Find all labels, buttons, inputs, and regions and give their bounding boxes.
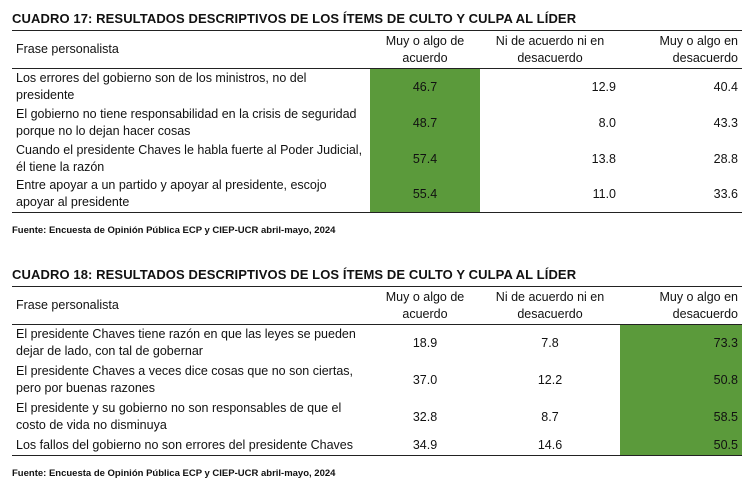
row-label: El presidente Chaves tiene razón en que … (16, 327, 356, 359)
value-agree: 18.9 (412, 336, 438, 351)
table-row: Los errores del gobierno son de los mini… (12, 68, 742, 105)
header-phrase: Frase personalista (16, 298, 119, 312)
row-label: Entre apoyar a un partido y apoyar al pr… (16, 178, 327, 210)
value-disagree: 40.4 (713, 79, 738, 94)
header-phrase: Frase personalista (16, 42, 119, 56)
header-neutral: Ni de acuerdo ni en desacuerdo (495, 289, 605, 321)
header-row: Frase personalista Muy o algo de acuerdo… (12, 30, 742, 69)
value-neutral: 8.7 (541, 410, 559, 424)
value-disagree: 43.3 (713, 115, 738, 130)
table-row: El presidente y su gobierno no son respo… (12, 398, 742, 436)
cuadro-18: CUADRO 18: RESULTADOS DESCRIPTIVOS DE LO… (12, 264, 742, 481)
header-disagree: Muy o algo en desacuerdo (659, 33, 738, 65)
value-neutral: 14.6 (537, 438, 563, 453)
table-row: Los fallos del gobierno no son errores d… (12, 435, 742, 456)
value-agree: 46.7 (370, 68, 480, 105)
value-neutral: 11.0 (592, 187, 616, 202)
table-title: CUADRO 17: RESULTADOS DESCRIPTIVOS DE LO… (12, 11, 577, 26)
source-note: Fuente: Encuesta de Opinión Pública ECP … (12, 468, 336, 479)
row-label: Cuando el presidente Chaves le habla fue… (16, 142, 363, 174)
results-table: Frase personalista Muy o algo de acuerdo… (12, 286, 742, 456)
table-row: El presidente Chaves tiene razón en que … (12, 324, 742, 362)
value-agree: 57.4 (370, 140, 480, 177)
table-row: Entre apoyar a un partido y apoyar al pr… (12, 176, 742, 213)
value-disagree: 50.8 (620, 361, 742, 399)
source-note: Fuente: Encuesta de Opinión Pública ECP … (12, 225, 336, 236)
value-neutral: 8.0 (598, 115, 616, 130)
row-label: Los errores del gobierno son de los mini… (16, 70, 307, 102)
header-agree: Muy o algo de acuerdo (385, 33, 465, 65)
value-disagree: 73.3 (620, 324, 742, 362)
table-row: El presidente Chaves a veces dice cosas … (12, 361, 742, 399)
value-neutral: 12.2 (537, 373, 563, 387)
value-agree: 34.9 (412, 438, 438, 453)
value-agree: 32.8 (412, 410, 438, 424)
value-disagree: 58.5 (620, 398, 742, 436)
value-neutral: 7.8 (541, 336, 559, 351)
table-row: El gobierno no tiene responsabilidad en … (12, 104, 742, 141)
table-row: Cuando el presidente Chaves le habla fue… (12, 140, 742, 177)
value-disagree: 50.5 (620, 435, 742, 456)
header-disagree: Muy o algo en desacuerdo (659, 289, 738, 321)
row-label: Los fallos del gobierno no son errores d… (16, 437, 354, 452)
value-neutral: 12.9 (591, 79, 616, 94)
row-label: El presidente y su gobierno no son respo… (16, 401, 342, 432)
value-agree: 55.4 (370, 176, 480, 213)
row-label: El gobierno no tiene responsabilidad en … (16, 106, 357, 138)
row-label: El presidente Chaves a veces dice cosas … (16, 364, 353, 395)
value-agree: 48.7 (370, 104, 480, 141)
results-table: Frase personalista Muy o algo de acuerdo… (12, 30, 742, 213)
header-neutral: Ni de acuerdo ni en desacuerdo (495, 33, 605, 65)
value-neutral: 13.8 (591, 151, 616, 166)
header-row: Frase personalista Muy o algo de acuerdo… (12, 286, 742, 325)
value-disagree: 33.6 (713, 187, 738, 202)
value-disagree: 28.8 (713, 151, 738, 166)
table-title: CUADRO 18: RESULTADOS DESCRIPTIVOS DE LO… (12, 267, 577, 282)
cuadro-17: CUADRO 17: RESULTADOS DESCRIPTIVOS DE LO… (12, 8, 742, 238)
header-agree: Muy o algo de acuerdo (385, 289, 465, 321)
value-agree: 37.0 (412, 373, 438, 387)
